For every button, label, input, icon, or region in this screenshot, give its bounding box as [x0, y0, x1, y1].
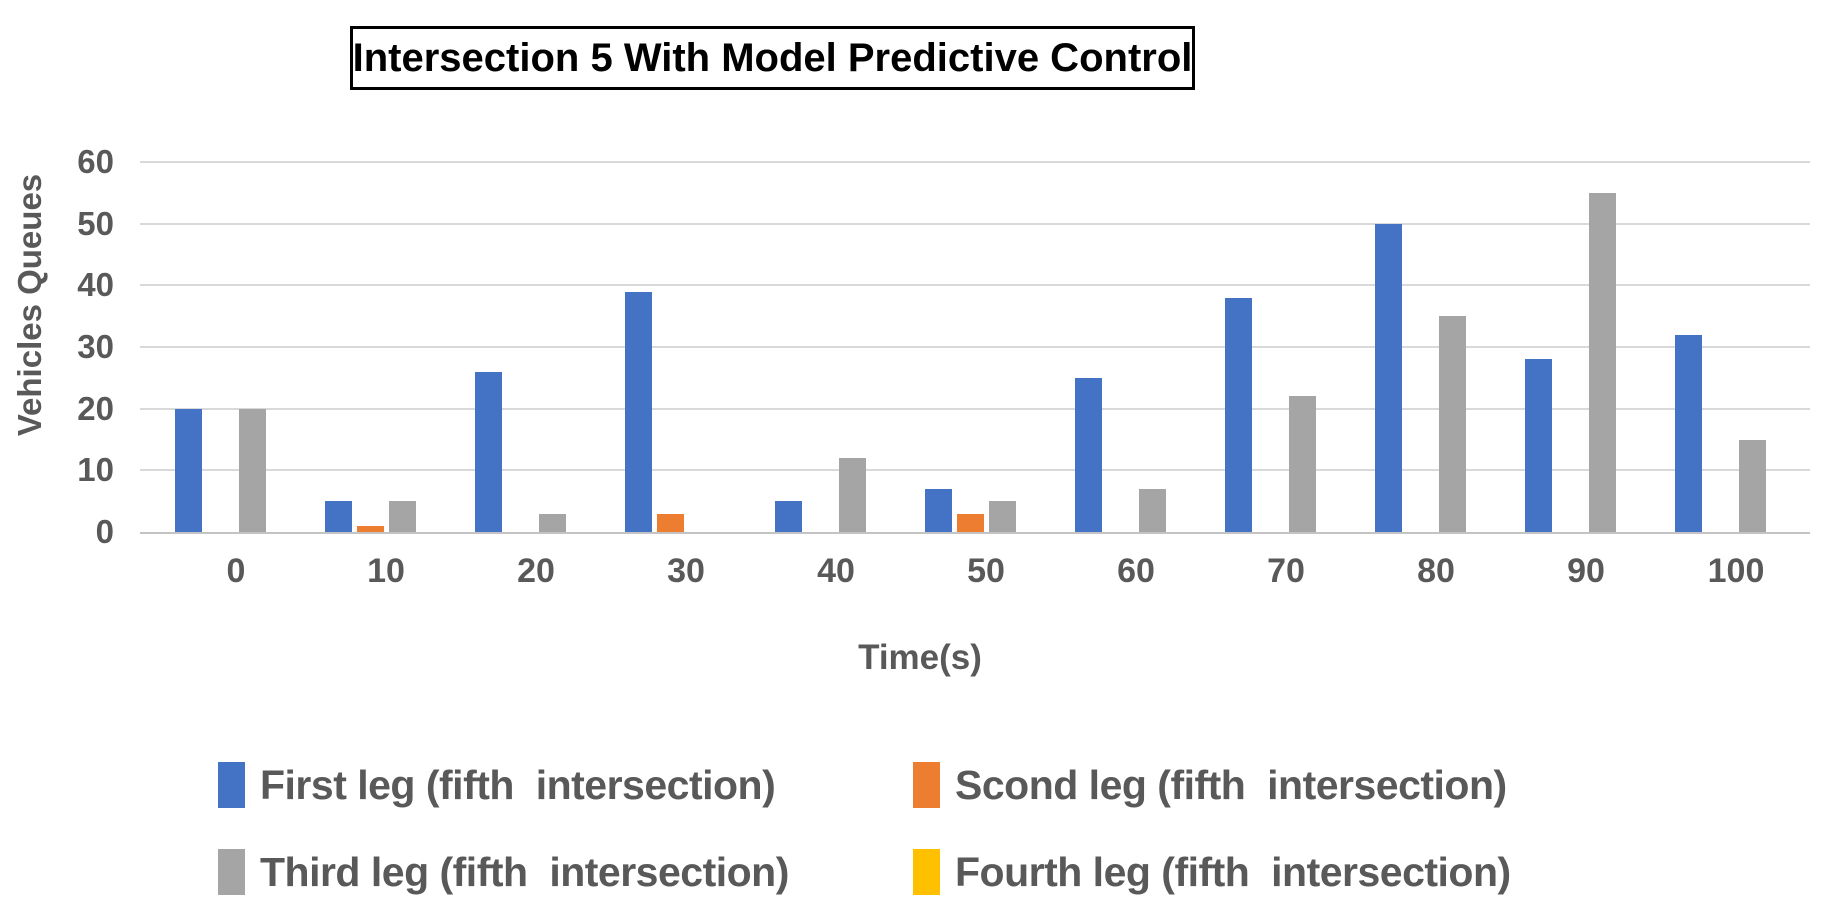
y-tick-label: 0: [95, 513, 114, 550]
gridline: [140, 346, 1810, 348]
gridline: [140, 469, 1810, 472]
x-axis-title: Time(s): [858, 638, 982, 677]
x-tick-label: 10: [367, 552, 405, 590]
gridline: [140, 407, 1810, 410]
bar-series3-t0: [238, 408, 266, 532]
chart-title-box: Intersection 5 With Model Predictive Con…: [350, 26, 1195, 90]
bar-series3-t40: [838, 458, 866, 532]
bar-series1-t100: [1674, 334, 1702, 532]
x-tick-label: 20: [517, 552, 555, 590]
x-tick-label: 70: [1267, 552, 1305, 590]
bar-series1-t80: [1374, 223, 1402, 532]
y-tick-label: 30: [77, 328, 114, 365]
bar-series2-t50: [956, 513, 984, 532]
bar-series3-t100: [1738, 439, 1766, 532]
x-tick-label: 50: [967, 552, 1005, 590]
bar-series2-t10: [356, 525, 384, 532]
x-tick-label: 100: [1707, 552, 1765, 590]
y-tick-label: 40: [77, 266, 114, 304]
x-tick-label: 30: [667, 552, 705, 590]
bar-series3-t10: [388, 501, 416, 532]
legend-item: First leg (fifth intersection): [218, 762, 776, 808]
legend-label: Third leg (fifth intersection): [260, 849, 789, 895]
legend-item: Third leg (fifth intersection): [218, 849, 789, 895]
bar-series1-t0: [174, 408, 202, 532]
legend-item: Scond leg (fifth intersection): [913, 762, 1507, 808]
gridline: [140, 161, 1810, 163]
bar-series3-t60: [1138, 488, 1166, 532]
y-tick-label: 50: [77, 204, 114, 242]
chart-title: Intersection 5 With Model Predictive Con…: [352, 35, 1193, 80]
x-tick-label: 40: [817, 552, 855, 590]
bar-series3-t70: [1288, 396, 1316, 532]
x-tick-label: 80: [1417, 552, 1455, 590]
legend-label: First leg (fifth intersection): [260, 762, 776, 808]
legend-swatch-icon: [218, 762, 245, 808]
legend-label: Scond leg (fifth intersection): [955, 762, 1507, 808]
bar-series3-t90: [1588, 192, 1616, 532]
bar-series1-t70: [1224, 297, 1252, 532]
bar-series3-t20: [538, 513, 566, 532]
bar-series1-t40: [774, 501, 802, 532]
plot-area: [140, 161, 1810, 534]
x-tick-label: 90: [1567, 552, 1605, 590]
gridline: [140, 222, 1810, 225]
legend-label: Fourth leg (fifth intersection): [955, 849, 1511, 895]
legend-swatch-icon: [913, 849, 940, 895]
bar-series1-t60: [1074, 377, 1102, 532]
bar-series2-t30: [656, 513, 684, 532]
x-tick-label: 60: [1117, 552, 1155, 590]
bar-series1-t90: [1524, 359, 1552, 532]
gridline: [140, 284, 1810, 287]
legend-swatch-icon: [218, 849, 245, 895]
bar-series1-t10: [324, 501, 352, 532]
y-tick-label: 10: [77, 451, 114, 489]
bar-series1-t30: [624, 291, 652, 532]
legend-item: Fourth leg (fifth intersection): [913, 849, 1511, 895]
y-tick-label: 20: [77, 389, 114, 427]
bar-series3-t50: [988, 501, 1016, 532]
bar-series1-t50: [924, 488, 952, 532]
y-tick-label: 60: [77, 143, 114, 180]
legend-swatch-icon: [913, 762, 940, 808]
bar-series1-t20: [474, 371, 502, 532]
bar-series3-t80: [1438, 316, 1466, 532]
x-tick-label: 0: [226, 552, 246, 590]
